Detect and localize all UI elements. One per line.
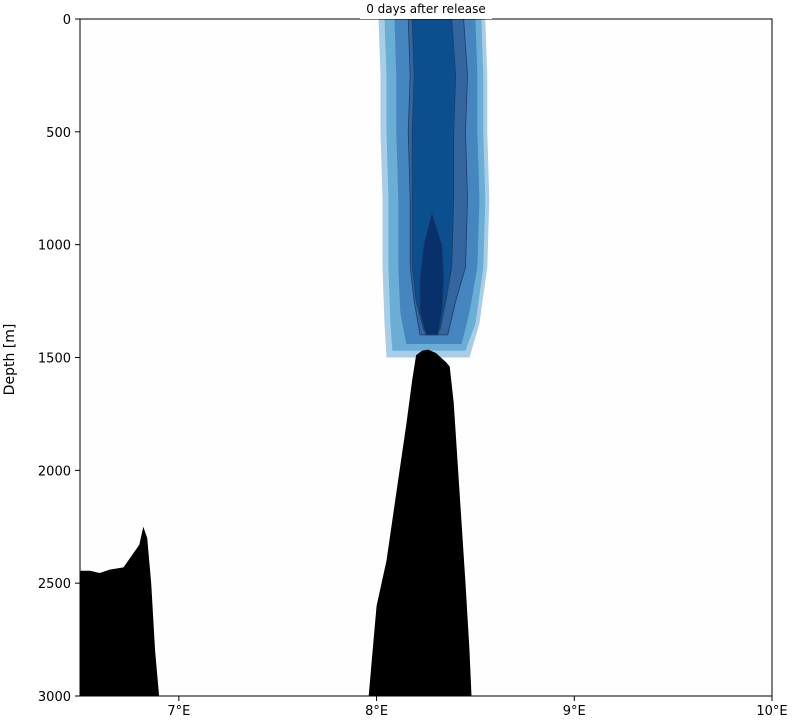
bathymetry-western-slope — [80, 526, 160, 696]
y-tick-label: 1500 — [38, 352, 71, 367]
y-tick-label: 2000 — [38, 464, 71, 479]
bathymetry — [80, 349, 472, 696]
x-tick-label: 9°E — [563, 704, 586, 719]
title-background — [360, 0, 492, 19]
y-tick-label: 2500 — [38, 577, 71, 592]
y-axis-label: Depth [m] — [2, 324, 18, 396]
chart-title: 0 days after release — [366, 2, 486, 16]
x-tick-label: 8°E — [365, 704, 388, 719]
x-tick-label: 10°E — [756, 704, 787, 719]
x-tick-label: 7°E — [167, 704, 190, 719]
y-axis: 0 500 1000 1500 2000 2500 3000 — [38, 13, 80, 705]
x-axis: 7°E 8°E 9°E 10°E — [167, 696, 788, 719]
tracer-plume — [378, 18, 490, 358]
plume-contour-level-6 — [419, 212, 445, 336]
bathymetry-seamount — [368, 349, 472, 696]
y-tick-label: 500 — [46, 126, 71, 141]
y-tick-label: 3000 — [38, 690, 71, 705]
y-tick-label: 1000 — [38, 239, 71, 254]
y-tick-label: 0 — [63, 13, 71, 28]
